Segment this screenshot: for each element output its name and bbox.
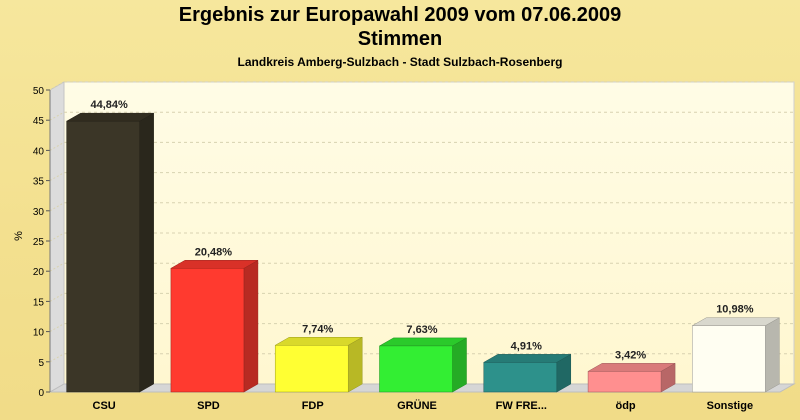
x-tick-label: ödp: [615, 400, 635, 412]
bar-front: [483, 362, 558, 393]
chart-title-line2: Stimmen: [357, 28, 443, 50]
y-tick-label: 30: [33, 207, 45, 218]
bar-front: [66, 120, 140, 393]
bar-top: [482, 354, 572, 363]
x-tick-label: FW FRE...: [496, 400, 547, 412]
grid-line-side: [49, 111, 65, 121]
bar-side: [347, 336, 363, 393]
bar-5: [587, 362, 677, 393]
y-tick-label: 25: [33, 237, 45, 248]
grid-line-side: [49, 202, 65, 212]
bar-side: [243, 259, 259, 393]
data-label: 4,91%: [511, 340, 542, 352]
grid-line-side: [49, 141, 65, 151]
bar-top: [691, 317, 781, 326]
bar-front: [170, 268, 245, 393]
y-tick-label: 15: [33, 297, 45, 308]
title-block: Ergebnis zur Europawahl 2009 vom 07.06.2…: [0, 3, 800, 70]
grid-line-side: [49, 323, 65, 333]
data-label: 10,98%: [716, 304, 754, 316]
y-tick-label: 5: [38, 358, 44, 369]
data-label: 44,84%: [90, 99, 128, 111]
bar-2: [274, 336, 364, 393]
y-tick-label: 45: [33, 116, 45, 127]
y-tick-label: 20: [33, 267, 45, 278]
bar-side: [765, 317, 780, 393]
bar-top: [65, 112, 155, 122]
grid-line-side: [49, 353, 65, 363]
grid-line-side: [49, 292, 65, 302]
x-tick-label: FDP: [302, 400, 324, 412]
bar-top: [587, 363, 677, 372]
bar-3: [378, 337, 468, 393]
data-label: 3,42%: [615, 349, 646, 361]
grid-line-side: [49, 81, 65, 91]
y-tick-label: 40: [33, 146, 45, 157]
bar-front: [692, 325, 766, 393]
bar-0: [65, 112, 155, 393]
bar-side: [452, 337, 467, 393]
bar-top: [274, 337, 364, 346]
chart-subtitle: Landkreis Amberg-Sulzbach - Stadt Sulzba…: [237, 55, 563, 69]
bar-6: [691, 317, 781, 393]
bar-top: [169, 260, 259, 269]
bar-front: [379, 345, 453, 393]
grid-line-side: [49, 232, 65, 242]
y-tick-label: 35: [33, 177, 45, 188]
bar-front: [274, 345, 349, 393]
bar-4: [482, 353, 572, 393]
bar-front: [587, 371, 662, 393]
bar-side: [139, 112, 154, 393]
data-label: 7,63%: [406, 324, 437, 336]
y-axis-label: %: [13, 231, 25, 241]
grid-line-side: [49, 172, 65, 182]
x-tick-label: Sonstige: [707, 400, 753, 412]
y-tick-label: 0: [38, 388, 44, 399]
x-tick-label: CSU: [93, 400, 116, 412]
bar-1: [169, 259, 259, 393]
chart-title: Ergebnis zur Europawahl 2009 vom 07.06.2…: [178, 4, 622, 26]
data-label: 7,74%: [302, 323, 333, 335]
x-tick-label: SPD: [197, 400, 220, 412]
data-label: 20,48%: [195, 246, 233, 258]
x-tick-label: GRÜNE: [397, 399, 437, 412]
grid-line-side: [49, 262, 65, 272]
y-tick-label: 10: [33, 328, 45, 339]
bar-top: [378, 337, 468, 347]
y-tick-label: 50: [33, 86, 45, 97]
